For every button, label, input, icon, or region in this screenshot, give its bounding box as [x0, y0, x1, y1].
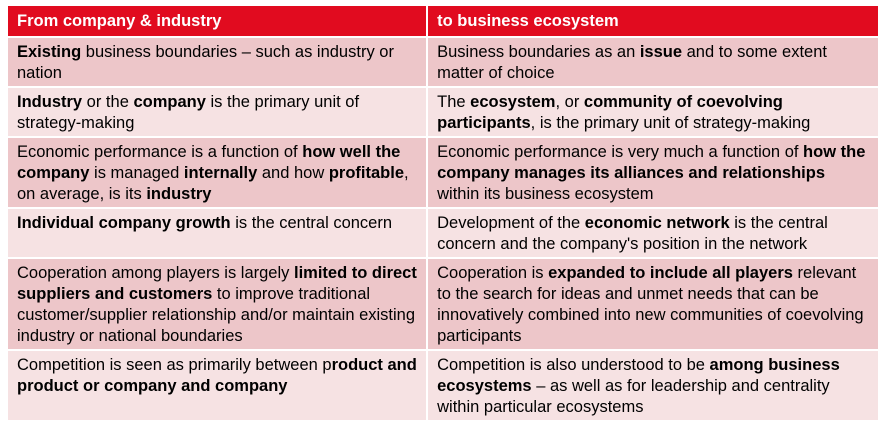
cell-business-ecosystem: Economic performance is very much a func… [426, 136, 880, 209]
text-run: Cooperation is [437, 264, 549, 282]
text-run: economic network [584, 214, 730, 232]
cell-business-ecosystem: Cooperation is expanded to include all p… [426, 257, 880, 351]
text-run: company [133, 93, 206, 111]
text-run: expanded to include all players [548, 264, 793, 282]
text-run: how the company manages its alliances an… [437, 143, 866, 182]
text-run: The [437, 93, 471, 111]
cell-company-industry: Competition is seen as primarily between… [5, 349, 429, 422]
text-run: Existing [17, 43, 82, 61]
cell-business-ecosystem: Business boundaries as an issue and to s… [426, 36, 880, 88]
text-run: to improve traditional customer/supplier… [17, 285, 416, 345]
text-run: Industry [17, 93, 83, 111]
cell-business-ecosystem: Competition is also understood to be amo… [426, 349, 880, 422]
text-run: – as well as for leadership and centrali… [437, 377, 830, 416]
header-from-company-industry: From company & industry [5, 4, 429, 38]
cell-company-industry: Individual company growth is the central… [5, 207, 429, 259]
table-row: Individual company growth is the central… [5, 207, 880, 259]
text-run: Business boundaries as an [437, 43, 640, 61]
cell-company-industry: Existing business boundaries – such as i… [5, 36, 429, 88]
text-run: among business ecosystems [437, 356, 840, 395]
text-run: is the central concern and the company's… [437, 214, 828, 253]
text-run: business boundaries – such as industry o… [17, 43, 394, 82]
text-run: profitable [328, 164, 405, 182]
text-run: or the [82, 93, 134, 111]
text-run: , on average, is its [17, 164, 409, 203]
text-run: is managed [89, 164, 184, 182]
text-run: , or [555, 93, 584, 111]
text-run: and to some extent matter of choice [437, 43, 827, 82]
text-run: , is the primary unit of strategy-making [530, 114, 811, 132]
text-run: Cooperation among players is largely [17, 264, 294, 282]
cell-company-industry: Economic performance is a function of ho… [5, 136, 429, 209]
text-run: Economic performance is very much a func… [437, 143, 804, 161]
text-run: Economic performance is a function of [17, 143, 303, 161]
comparison-table: From company & industry to business ecos… [5, 4, 880, 422]
text-run: Competition is also understood to be [437, 356, 710, 374]
cell-business-ecosystem: The ecosystem, or community of coevolvin… [426, 86, 880, 138]
text-run: Competition is seen as primarily between… [17, 356, 332, 374]
cell-company-industry: Industry or the company is the primary u… [5, 86, 429, 138]
text-run: within its business ecosystem [437, 185, 654, 203]
table-row: Existing business boundaries – such as i… [5, 36, 880, 88]
text-run: limited to direct suppliers and customer… [17, 264, 417, 303]
text-run: is the primary unit of strategy-making [17, 93, 360, 132]
text-run: Development of the [437, 214, 585, 232]
text-run: is the central concern [230, 214, 393, 232]
text-run: industry [146, 185, 212, 203]
text-run: issue [639, 43, 683, 61]
text-run: and how [257, 164, 329, 182]
table-row: Economic performance is a function of ho… [5, 136, 880, 209]
text-run: ecosystem [470, 93, 556, 111]
text-run: relevant to the search for ideas and unm… [437, 264, 864, 345]
table-row: Competition is seen as primarily between… [5, 349, 880, 422]
table-row: Industry or the company is the primary u… [5, 86, 880, 138]
text-run: roduct and product or company and compan… [17, 356, 417, 395]
header-to-business-ecosystem: to business ecosystem [426, 4, 880, 38]
table-row: Cooperation among players is largely lim… [5, 257, 880, 351]
header-row: From company & industry to business ecos… [5, 4, 880, 38]
cell-business-ecosystem: Development of the economic network is t… [426, 207, 880, 259]
cell-company-industry: Cooperation among players is largely lim… [5, 257, 429, 351]
text-run: internally [183, 164, 258, 182]
text-run: how well the company [17, 143, 401, 182]
text-run: community of coevolving participants [437, 93, 783, 132]
text-run: Individual company growth [17, 214, 231, 232]
